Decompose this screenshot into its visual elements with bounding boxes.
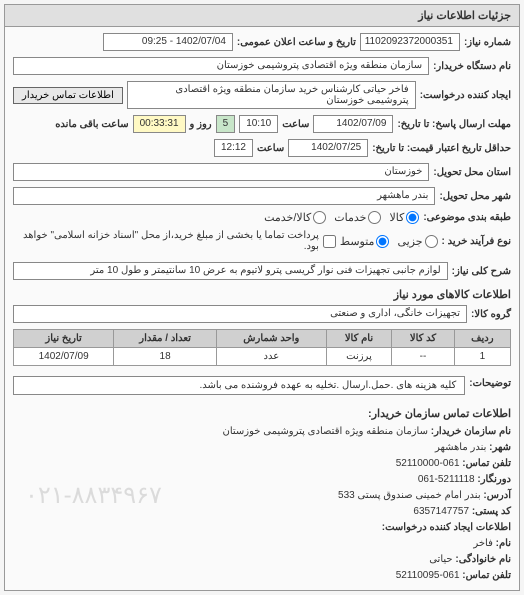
col-date: تاریخ نیاز [14, 330, 114, 348]
cell-row: 1 [454, 348, 510, 366]
validity-label: حداقل تاریخ اعتبار قیمت: تا تاریخ: [372, 143, 511, 154]
creator-label: ایجاد کننده درخواست: [420, 90, 511, 101]
fax-value: 5211118-061 [418, 474, 475, 485]
cell-code: -- [392, 348, 454, 366]
panel-title: جزئیات اطلاعات نیاز [5, 5, 519, 27]
name-label: نام: [496, 538, 511, 549]
province-value: خوزستان [13, 163, 429, 181]
org-label: نام سازمان خریدار: [431, 426, 511, 437]
days-value: 5 [216, 115, 236, 133]
radio-kala-label: کالا [389, 211, 404, 224]
fax-label: دورنگار: [477, 474, 511, 485]
creator-value: فاخر حیاتی کارشناس خرید سازمان منطقه ویژ… [127, 81, 416, 109]
contact-city-label: شهر: [489, 442, 511, 453]
announce-value: 1402/07/04 - 09:25 [103, 33, 233, 51]
creator-row: ایجاد کننده درخواست: فاخر حیاتی کارشناس … [13, 81, 511, 109]
contact-button[interactable]: اطلاعات تماس خریدار [13, 87, 123, 104]
device-value: سازمان منطقه ویژه اقتصادی پتروشیمی خوزست… [13, 57, 429, 75]
description-value: لوازم جانبی تجهیزات فنی نوار گریسی پترو … [13, 262, 448, 280]
requester-title: اطلاعات ایجاد کننده درخواست: [382, 522, 511, 533]
description-row: شرح کلی نیاز: لوازم جانبی تجهیزات فنی نو… [13, 262, 511, 280]
classification-radios: کالا خدمات کالا/خدمت [264, 211, 419, 224]
radio-motevaset[interactable] [376, 235, 389, 248]
validity-time: 12:12 [214, 139, 253, 157]
city-row: شهر محل تحویل: بندر ماهشهر [13, 187, 511, 205]
time-label-2: ساعت [257, 143, 284, 154]
cell-unit: عدد [216, 348, 326, 366]
radio-khadamat[interactable] [368, 211, 381, 224]
radio-kala[interactable] [406, 211, 419, 224]
deadline-date: 1402/07/09 [313, 115, 393, 133]
note-row: توضیحات: کلیه هزینه های .حمل.ارسال .تخلی… [13, 372, 511, 395]
note-label: توضیحات: [469, 378, 511, 389]
org-value: سازمان منطقه ویژه اقتصادی پتروشیمی خوزست… [223, 426, 428, 437]
remaining-label: ساعت باقی مانده [55, 119, 128, 130]
goods-group-label: گروه کالا: [471, 309, 511, 320]
phone-value: 061-52110000 [396, 458, 460, 469]
contact-section: نام سازمان خریدار: سازمان منطقه ویژه اقت… [13, 424, 511, 584]
col-row: ردیف [454, 330, 510, 348]
city-label: شهر محل تحویل: [439, 191, 511, 202]
postal-label: کد پستی: [472, 506, 511, 517]
family-label: نام خانوادگی: [455, 554, 511, 565]
validity-date: 1402/07/25 [288, 139, 368, 157]
details-panel: جزئیات اطلاعات نیاز شماره نیاز: 11020923… [4, 4, 520, 591]
radio-both-label: کالا/خدمت [264, 211, 311, 224]
deadline-row: مهلت ارسال پاسخ: تا تاریخ: 1402/07/09 سا… [13, 115, 511, 133]
deadline-label: مهلت ارسال پاسخ: تا تاریخ: [397, 119, 511, 130]
address-label: آدرس: [483, 490, 511, 501]
family-value: حیاتی [429, 554, 452, 565]
province-row: استان محل تحویل: خوزستان [13, 163, 511, 181]
city-value: بندر ماهشهر [13, 187, 435, 205]
radio-jozi[interactable] [425, 235, 438, 248]
cell-qty: 18 [114, 348, 217, 366]
goods-section-title: اطلاعات کالاهای مورد نیاز [13, 288, 511, 301]
col-unit: واحد شمارش [216, 330, 326, 348]
goods-table: ردیف کد کالا نام کالا واحد شمارش تعداد /… [13, 329, 511, 366]
radio-both[interactable] [313, 211, 326, 224]
deadline-time: 10:10 [239, 115, 278, 133]
device-row: نام دستگاه خریدار: سازمان منطقه ویژه اقت… [13, 57, 511, 75]
announce-label: تاریخ و ساعت اعلان عمومی: [237, 37, 356, 48]
postal-value: 6357147757 [413, 506, 469, 517]
address-value: بندر امام خمینی صندوق پستی 533 [338, 490, 481, 501]
number-value: 1102092372000351 [360, 33, 460, 51]
table-row: 1 -- پرزنت عدد 18 1402/07/09 [14, 348, 511, 366]
col-code: کد کالا [392, 330, 454, 348]
name-value: فاخر [473, 538, 493, 549]
purchase-radios: جزیی متوسط [340, 235, 438, 248]
province-label: استان محل تحویل: [433, 167, 511, 178]
time-label-1: ساعت [282, 119, 309, 130]
purchase-row: نوع فرآیند خرید : جزیی متوسط پرداخت تمام… [13, 230, 511, 252]
cell-name: پرزنت [326, 348, 392, 366]
payment-checkbox[interactable] [323, 235, 336, 248]
radio-motevaset-label: متوسط [340, 235, 375, 248]
radio-khadamat-label: خدمات [334, 211, 366, 224]
radio-jozi-label: جزیی [397, 235, 422, 248]
phone-label: تلفن تماس: [462, 458, 511, 469]
purchase-label: نوع فرآیند خرید : [442, 236, 511, 247]
note-value: کلیه هزینه های .حمل.ارسال .تخلیه به عهده… [13, 376, 465, 395]
buyer-contact-title: اطلاعات تماس سازمان خریدار: [13, 407, 511, 420]
description-label: شرح کلی نیاز: [452, 266, 511, 277]
goods-group-row: گروه کالا: تجهیزات خانگی، اداری و صنعتی [13, 305, 511, 323]
number-row: شماره نیاز: 1102092372000351 تاریخ و ساع… [13, 33, 511, 51]
cell-date: 1402/07/09 [14, 348, 114, 366]
device-label: نام دستگاه خریدار: [433, 61, 511, 72]
col-qty: تعداد / مقدار [114, 330, 217, 348]
group-label: طبقه بندی موضوعی: [423, 212, 511, 223]
col-name: نام کالا [326, 330, 392, 348]
goods-group-value: تجهیزات خانگی، اداری و صنعتی [13, 305, 467, 323]
validity-row: حداقل تاریخ اعتبار قیمت: تا تاریخ: 1402/… [13, 139, 511, 157]
payment-note: پرداخت تماما یا بخشی از مبلغ خرید،از محل… [13, 230, 319, 252]
classification-row: طبقه بندی موضوعی: کالا خدمات کالا/خدمت [13, 211, 511, 224]
days-label: روز و [190, 119, 212, 130]
remaining-time: 00:33:31 [133, 115, 186, 133]
number-label: شماره نیاز: [464, 37, 511, 48]
contact-city-value: بندر ماهشهر [435, 442, 486, 453]
